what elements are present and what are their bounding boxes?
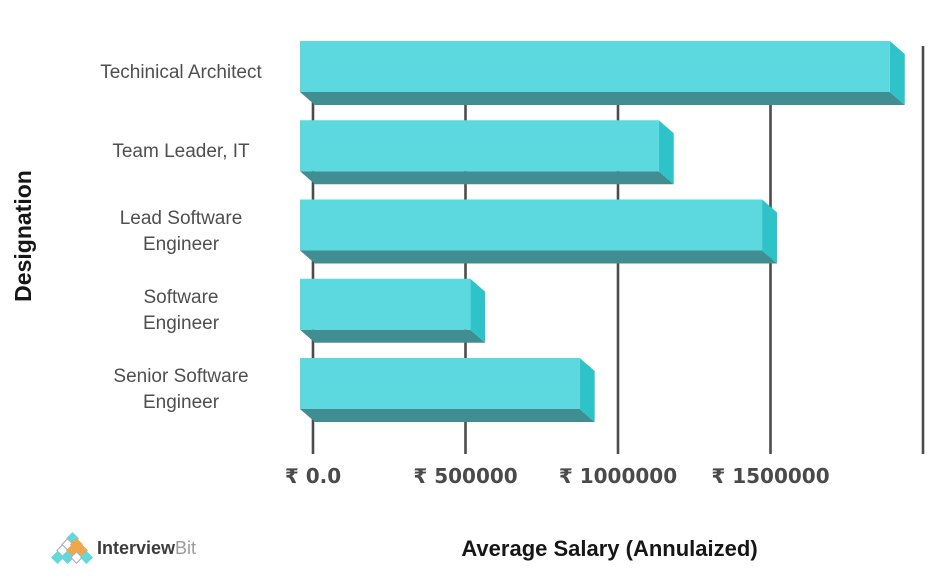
interviewbit-logo: InterviewBit (50, 529, 280, 571)
bar-face (300, 199, 763, 251)
x-tick-label-0: ₹ 0.0 (284, 464, 342, 488)
bar-0 (300, 41, 905, 105)
bar-right-bevel (889, 41, 905, 105)
category-label-0: Techinical Architect (100, 62, 262, 83)
bar-3 (300, 278, 486, 343)
category-label-1: Team Leader, IT (112, 141, 250, 163)
x-tick-label-3: ₹ 1500000 (711, 464, 830, 488)
bar-right-bevel (470, 278, 486, 343)
logo-text-interview: Interview (97, 538, 176, 558)
x-tick-label-2: ₹ 1000000 (558, 464, 678, 488)
interviewbit-pyramid-icon (50, 529, 96, 565)
bar-right-bevel (762, 199, 778, 264)
bar-face (300, 278, 471, 330)
bar-bottom-bevel (300, 329, 486, 343)
category-label-4: Senior Software Engineer (113, 366, 249, 413)
bar-bottom-bevel (300, 250, 778, 264)
bar-4 (300, 358, 595, 422)
bar-face (300, 120, 659, 172)
category-label-3: Software Engineer (142, 286, 220, 334)
bar-face (300, 358, 580, 409)
interviewbit-logo-text: InterviewBit (97, 537, 196, 559)
bar-right-bevel (658, 120, 674, 185)
bar-bottom-bevel (300, 171, 674, 185)
bar-bottom-bevel (300, 409, 595, 422)
bar-bottom-bevel (300, 92, 905, 105)
x-tick-label-1: ₹ 500000 (413, 464, 518, 488)
bar-right-bevel (579, 358, 595, 422)
x-axis-title: Average Salary (Annulaized) (461, 536, 758, 561)
bar-1 (300, 120, 674, 185)
category-label-2: Lead Software Engineer (119, 207, 243, 255)
bar-face (300, 41, 890, 92)
logo-text-bit: Bit (175, 538, 197, 558)
bar-2 (300, 199, 778, 264)
